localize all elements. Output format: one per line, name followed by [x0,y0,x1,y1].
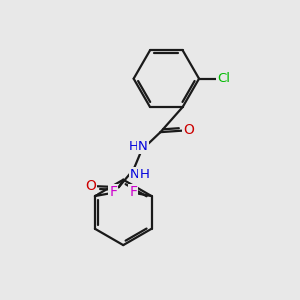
Text: N: N [138,140,148,153]
Text: H: H [128,140,138,153]
Text: O: O [183,123,194,137]
Text: H: H [140,168,149,181]
Text: N: N [130,168,140,181]
Text: O: O [85,179,96,193]
Text: F: F [110,185,117,199]
Text: Cl: Cl [217,72,230,85]
Text: F: F [129,185,137,199]
